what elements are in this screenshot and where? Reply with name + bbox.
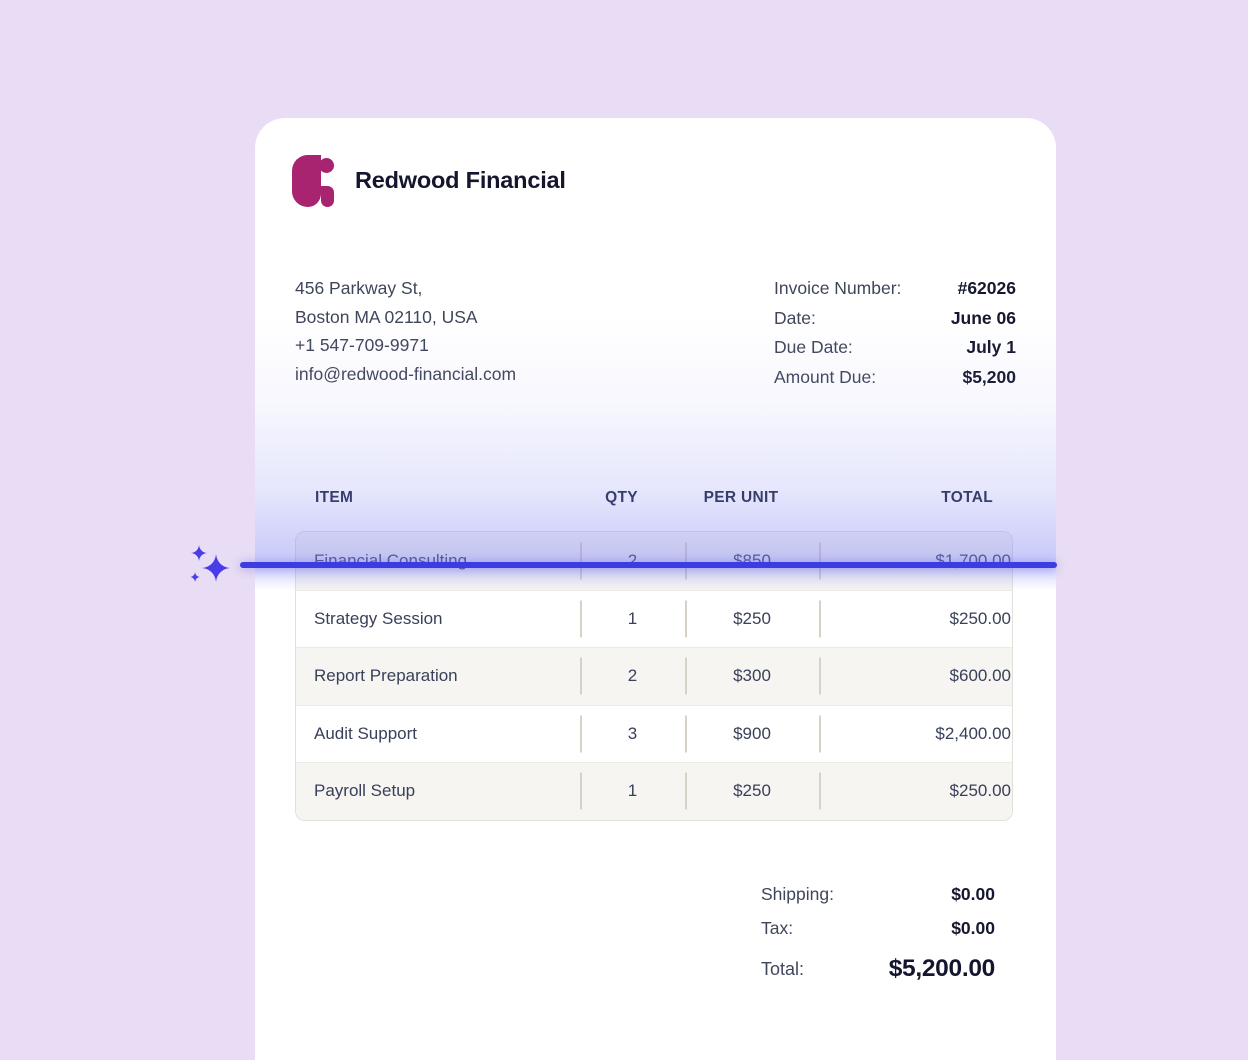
invoice-date-row: Date: June 06: [774, 304, 1016, 334]
invoice-meta: Invoice Number: #62026 Date: June 06 Due…: [774, 274, 1016, 392]
cell-qty: 1: [580, 609, 685, 629]
grand-total-row: Total: $5,200.00: [761, 955, 995, 983]
cell-qty: 2: [580, 551, 685, 571]
amount-due-row: Amount Due: $5,200: [774, 363, 1016, 393]
cell-item: Audit Support: [314, 723, 418, 743]
cell-item: Payroll Setup: [314, 781, 416, 801]
table-row: Report Preparation 2 $300 $600.00: [296, 647, 1012, 705]
cell-qty: 1: [580, 781, 685, 801]
cell-per-unit: $250: [685, 781, 819, 801]
header-total: TOTAL: [941, 489, 993, 506]
company-phone: +1 547-709-9971: [295, 335, 429, 355]
address-line-2: Boston MA 02110, USA: [295, 306, 478, 327]
items-table: Financial Consulting 2 $850 $1,700.00 St…: [295, 531, 1013, 821]
totals-summary: Shipping: $0.00 Tax: $0.00 Total: $5,200…: [761, 884, 995, 983]
cell-total: $600.00: [819, 666, 1012, 686]
cell-per-unit: $900: [685, 724, 819, 744]
tax-label: Tax:: [761, 918, 794, 938]
table-row: Financial Consulting 2 $850 $1,700.00: [296, 532, 1012, 590]
cell-per-unit: $250: [685, 609, 819, 629]
table-row: Payroll Setup 1 $250 $250.00: [296, 762, 1012, 820]
shipping-row: Shipping: $0.00: [761, 884, 995, 918]
header-qty: QTY: [605, 489, 638, 506]
invoice-number-row: Invoice Number: #62026: [774, 274, 1016, 304]
invoice-date-label: Date:: [774, 307, 816, 328]
amount-due-value: $5,200: [962, 366, 1016, 387]
due-date-row: Due Date: July 1: [774, 333, 1016, 363]
brand-name: Redwood Financial: [355, 166, 566, 193]
total-value: $5,200.00: [888, 955, 996, 982]
tax-row: Tax: $0.00: [761, 918, 995, 952]
table-row: Strategy Session 1 $250 $250.00: [296, 589, 1012, 647]
header-item: ITEM: [315, 489, 354, 506]
cell-qty: 3: [580, 724, 685, 744]
cell-total: $250.00: [819, 781, 1012, 801]
logo-leaf-big: [292, 155, 321, 207]
brand-header: Redwood Financial: [292, 152, 566, 208]
address-line-1: 456 Parkway St,: [295, 278, 423, 298]
invoice-number-label: Invoice Number:: [774, 278, 902, 298]
tax-value: $0.00: [951, 918, 995, 938]
invoice-card: Redwood Financial 456 Parkway St, Boston…: [255, 118, 1056, 1060]
cell-per-unit: $300: [685, 666, 819, 686]
ai-sparkle-icon: [190, 545, 231, 583]
cell-item: Report Preparation: [314, 666, 458, 686]
company-address: 456 Parkway St, Boston MA 02110, USA +1 …: [295, 274, 516, 388]
invoice-number-value: #62026: [957, 278, 1016, 298]
cell-qty: 2: [580, 666, 685, 686]
ai-scan-line: [240, 562, 1057, 568]
items-table-header: ITEM QTY PER UNIT TOTAL: [295, 489, 1013, 507]
redwood-logo-icon: [292, 152, 348, 208]
cell-total: $2,400.00: [819, 724, 1012, 744]
invoice-date-value: June 06: [950, 307, 1016, 328]
header-per-unit: PER UNIT: [703, 489, 779, 506]
logo-leaf-small: [321, 186, 334, 207]
shipping-label: Shipping:: [761, 884, 834, 904]
amount-due-label: Amount Due:: [774, 366, 877, 387]
cell-total: $250.00: [819, 609, 1012, 629]
cell-item: Strategy Session: [314, 608, 443, 628]
logo-dot: [319, 158, 334, 173]
total-label: Total:: [761, 958, 805, 979]
due-date-label: Due Date:: [774, 337, 853, 357]
company-email: info@redwood-financial.com: [295, 363, 517, 384]
shipping-value: $0.00: [951, 884, 995, 904]
table-row: Audit Support 3 $900 $2,400.00: [296, 704, 1012, 762]
due-date-value: July 1: [966, 337, 1016, 357]
